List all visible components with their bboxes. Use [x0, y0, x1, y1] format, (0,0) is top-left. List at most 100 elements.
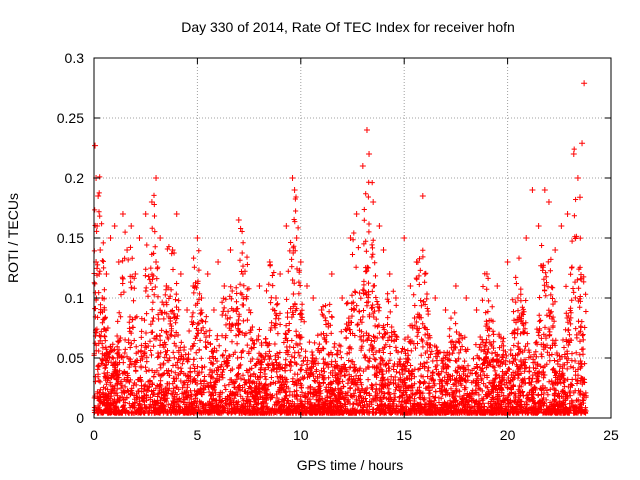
data-point: [473, 307, 480, 313]
data-point: [111, 223, 118, 229]
data-point: [545, 199, 552, 205]
data-point: [119, 211, 126, 217]
data-point: [318, 307, 325, 313]
data-point: [277, 271, 284, 277]
data-point: [413, 259, 420, 265]
data-point: [92, 142, 99, 149]
data-point: [177, 271, 184, 277]
data-point: [246, 307, 253, 313]
data-point: [392, 295, 399, 301]
data-point: [576, 194, 583, 201]
data-point: [163, 283, 170, 289]
data-point: [128, 223, 135, 229]
y-tick-label: 0.05: [57, 350, 84, 366]
y-tick-label: 0.3: [65, 50, 85, 66]
data-point: [96, 271, 103, 277]
scatter-series: [92, 80, 588, 313]
data-point: [107, 235, 114, 241]
data-point: [347, 235, 354, 241]
data-point: [153, 259, 160, 265]
data-point: [169, 247, 176, 253]
data-point: [291, 187, 298, 193]
data-point: [574, 175, 581, 181]
data-point: [452, 283, 459, 289]
data-point: [103, 271, 110, 277]
data-point: [328, 271, 335, 277]
data-point: [366, 151, 373, 157]
data-point: [297, 259, 304, 265]
data-point: [289, 175, 296, 181]
data-point: [494, 283, 501, 289]
data-point: [256, 283, 263, 289]
data-point: [235, 217, 242, 223]
x-tick-label: 20: [500, 427, 516, 443]
data-point: [132, 271, 139, 277]
y-tick-label: 0.1: [65, 290, 85, 306]
data-point: [386, 271, 393, 277]
data-point: [266, 259, 273, 265]
data-point: [535, 223, 542, 229]
data-point: [541, 187, 548, 193]
data-point: [115, 259, 122, 265]
data-point: [283, 223, 290, 229]
data-point: [564, 211, 571, 217]
dense-scatter-cloud: [91, 146, 589, 416]
x-tick-label: 0: [90, 427, 98, 443]
data-point: [157, 235, 164, 241]
data-point: [463, 295, 470, 301]
data-point: [370, 199, 377, 205]
x-tick-label: 25: [603, 427, 619, 443]
axis-ticks: [93, 57, 612, 419]
scatter-cloud-markers: [91, 146, 589, 416]
y-tick-label: 0: [76, 410, 84, 426]
data-point: [173, 211, 180, 217]
data-point: [95, 193, 102, 199]
data-point: [148, 199, 155, 205]
data-point: [359, 163, 366, 169]
x-tick-label: 5: [194, 427, 202, 443]
data-point: [401, 235, 408, 241]
data-point: [407, 283, 414, 289]
data-point: [210, 307, 217, 313]
data-point: [194, 235, 201, 241]
x-tick-label: 10: [293, 427, 309, 443]
data-point: [421, 271, 428, 277]
data-point: [101, 307, 108, 313]
data-point: [581, 80, 588, 87]
data-point: [304, 283, 311, 289]
data-point: [483, 271, 490, 277]
data-point: [504, 259, 511, 265]
data-point: [293, 235, 300, 241]
y-axis-label: ROTI / TECUs: [5, 193, 21, 283]
data-point: [227, 247, 234, 253]
data-point: [124, 247, 131, 253]
data-point: [215, 259, 222, 265]
data-point: [552, 247, 559, 253]
data-point: [419, 193, 426, 199]
data-point: [142, 211, 149, 217]
data-point: [363, 127, 370, 133]
data-point: [558, 223, 565, 229]
data-point: [353, 211, 360, 217]
data-point: [198, 295, 205, 301]
data-point: [272, 295, 279, 301]
data-point: [339, 295, 346, 301]
data-point: [204, 271, 211, 277]
data-point: [221, 283, 228, 289]
data-point: [523, 235, 530, 241]
chart-title: Day 330 of 2014, Rate Of TEC Index for r…: [181, 19, 515, 35]
data-point: [432, 295, 439, 301]
x-tick-label: 15: [396, 427, 412, 443]
data-point: [579, 140, 586, 147]
data-point: [99, 295, 106, 301]
data-point: [239, 271, 246, 277]
data-point: [190, 283, 197, 289]
y-tick-label: 0.25: [57, 110, 84, 126]
data-point: [153, 175, 160, 181]
data-point: [570, 151, 577, 157]
data-point: [97, 247, 104, 253]
data-point: [376, 223, 383, 229]
data-point: [442, 307, 449, 313]
x-axis-label: GPS time / hours: [297, 457, 404, 473]
